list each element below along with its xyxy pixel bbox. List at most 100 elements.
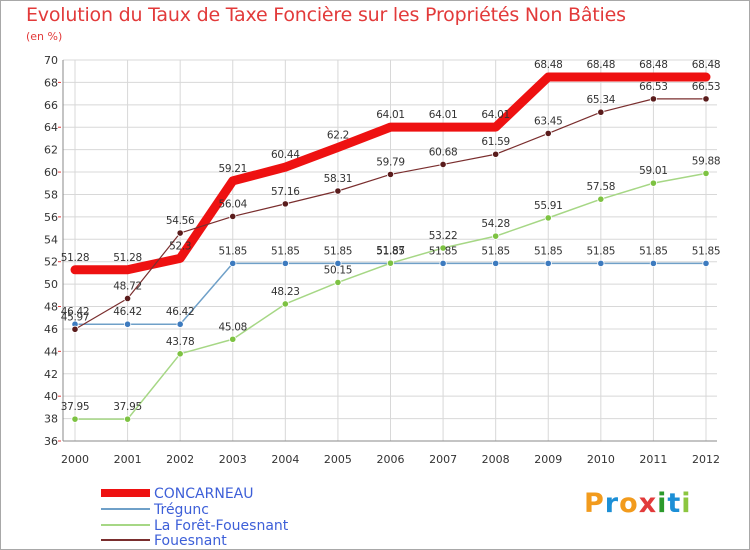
data-label: 60.44	[271, 149, 300, 161]
data-label: 58.31	[324, 173, 353, 185]
data-label: 48.72	[113, 280, 142, 292]
data-label: 68.48	[692, 59, 721, 71]
y-tick-label: 70	[44, 54, 58, 67]
data-point	[492, 259, 500, 267]
data-label: 59.79	[376, 156, 405, 168]
data-point	[492, 150, 500, 158]
x-tick-label: 2004	[271, 453, 299, 466]
data-label: 48.23	[271, 286, 300, 298]
data-label: 51.28	[61, 252, 90, 264]
data-label: 55.91	[534, 200, 563, 212]
data-point	[544, 214, 552, 222]
data-label: 51.85	[587, 245, 616, 257]
data-label: 66.53	[639, 81, 668, 93]
y-tick-label: 60	[44, 166, 58, 179]
data-label: 46.42	[166, 306, 195, 318]
data-label: 56.04	[218, 198, 247, 210]
logo-letter: t	[667, 488, 682, 519]
x-tick-label: 2012	[692, 453, 720, 466]
x-tick-label: 2005	[324, 453, 352, 466]
data-label: 64.01	[376, 109, 405, 121]
legend-label: Trégunc	[153, 502, 209, 518]
data-point	[176, 320, 184, 328]
logo-letter: r	[604, 488, 620, 519]
data-point	[702, 259, 710, 267]
data-label: 59.01	[639, 165, 668, 177]
data-point	[229, 335, 237, 343]
data-point	[334, 278, 342, 287]
logo-letter: i	[657, 488, 668, 519]
data-label: 43.78	[166, 336, 195, 348]
legend-label: CONCARNEAU	[154, 486, 254, 502]
y-tick-label: 48	[44, 301, 58, 314]
y-tick-label: 64	[44, 121, 58, 134]
y-tick-label: 56	[44, 211, 58, 224]
x-tick-label: 2011	[639, 453, 667, 466]
x-tick-label: 2006	[377, 453, 405, 466]
data-label: 61.59	[481, 136, 510, 148]
data-point	[649, 95, 658, 103]
data-point	[71, 415, 79, 423]
data-label: 59.21	[218, 163, 247, 175]
y-tick-label: 38	[44, 413, 58, 426]
x-tick-label: 2010	[587, 453, 615, 466]
data-point	[597, 259, 605, 267]
data-point	[597, 195, 605, 203]
data-point	[176, 350, 184, 358]
data-point	[702, 95, 710, 103]
data-label: 68.48	[534, 59, 563, 71]
logo-letter: P	[584, 488, 605, 519]
x-tick-label: 2007	[429, 453, 457, 466]
data-label: 51.85	[271, 245, 300, 257]
x-tick-label: 2003	[219, 453, 247, 466]
data-label: 62.2	[327, 129, 349, 141]
legend-label: La Forêt-Fouesnant	[154, 518, 289, 534]
data-point	[439, 160, 447, 169]
y-tick-label: 50	[44, 278, 58, 291]
data-label: 51.85	[218, 245, 247, 257]
data-label: 51.85	[639, 245, 668, 257]
data-label: 46.42	[113, 306, 142, 318]
data-label: 54.28	[481, 218, 510, 230]
data-label: 68.48	[587, 59, 616, 71]
data-labels-layer: 51.28 51.28 52.3 59.21 60.44 62.2 64.01 64.01 64…	[61, 59, 721, 413]
y-tick-label: 46	[44, 323, 58, 336]
legend-label: Fouesnant	[154, 533, 227, 549]
data-label: 60.68	[429, 146, 458, 158]
y-tick-label: 44	[44, 345, 58, 358]
data-label: 54.56	[166, 215, 195, 227]
x-tick-label: 2008	[482, 453, 510, 466]
data-point	[439, 259, 447, 267]
data-label: 51.28	[113, 252, 142, 264]
data-point	[386, 170, 395, 179]
series-line	[70, 72, 711, 275]
data-label: 52.3	[169, 240, 191, 252]
data-label: 46.42	[61, 306, 90, 318]
data-label: 57.16	[271, 186, 300, 198]
y-tick-label: 58	[44, 188, 58, 201]
data-point	[281, 200, 289, 208]
data-label: 45.97	[61, 311, 90, 323]
logo-letter: x	[638, 488, 658, 519]
y-tick-label: 36	[44, 435, 58, 448]
data-label: 51.85	[692, 245, 721, 257]
y-tick-label: 52	[44, 256, 58, 269]
axes-layer: 36 38 40 42 44 46 48 50 52 54 56 58 60 62 64 66 68 70 2000…	[44, 54, 720, 466]
data-label: 51.85	[534, 245, 563, 257]
data-point	[544, 129, 552, 137]
data-point	[492, 232, 500, 240]
data-point	[334, 259, 342, 267]
x-tick-label: 2009	[534, 453, 562, 466]
data-point	[176, 229, 184, 237]
data-label: 63.45	[534, 115, 563, 127]
data-point	[439, 244, 447, 252]
data-point	[229, 212, 237, 221]
logo-letter: i	[681, 488, 692, 519]
data-label: 37.95	[113, 401, 142, 413]
y-unit-label: (en %)	[26, 30, 63, 43]
data-point	[281, 300, 289, 308]
data-label: 51.87	[376, 245, 405, 257]
data-label: 51.85	[376, 245, 405, 257]
data-label: 51.85	[324, 245, 353, 257]
